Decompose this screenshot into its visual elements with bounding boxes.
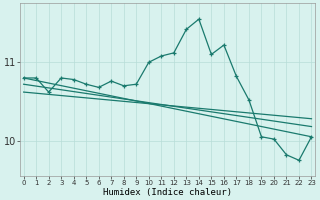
X-axis label: Humidex (Indice chaleur): Humidex (Indice chaleur): [103, 188, 232, 197]
